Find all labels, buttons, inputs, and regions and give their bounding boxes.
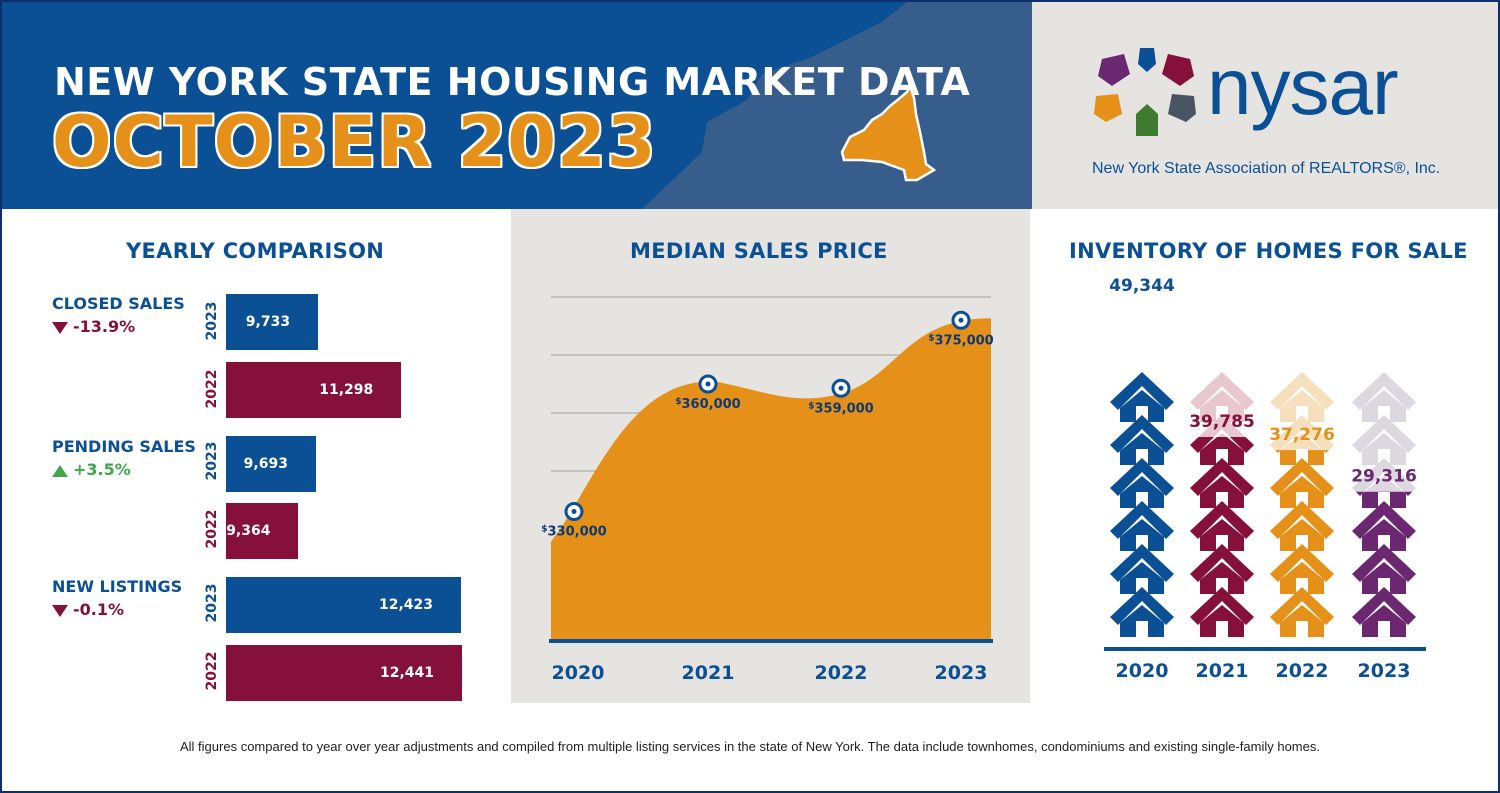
closed-sales-2023-bar: 9,733 (226, 294, 319, 350)
price-label: $330,000 (541, 525, 606, 540)
down-triangle-icon (52, 321, 68, 334)
inventory-value-label: 37,276 (1269, 425, 1335, 445)
x-tick-label: 2021 (1196, 660, 1249, 682)
x-tick-label: 2023 (935, 662, 988, 684)
x-tick-label: 2020 (552, 662, 605, 684)
median-price-area (551, 318, 991, 639)
house-icon (1190, 587, 1254, 637)
new-listings-label: NEW LISTINGS (52, 577, 183, 596)
x-tick-label: 2020 (1116, 660, 1169, 682)
nysar-logo: nysar New York State Association of REAL… (1032, 2, 1498, 209)
pending-sales-change: +3.5% (52, 460, 131, 479)
new-listings-2023-bar: 12,423 (226, 577, 462, 633)
house-icon (1270, 372, 1334, 422)
price-label: $359,000 (808, 401, 873, 416)
house-icon (1190, 436, 1254, 465)
closed-sales-change: -13.9% (52, 317, 135, 336)
median-price-chart: $330,000 $360,000 $359,000 $375,000 2020 2021… (541, 296, 994, 684)
inventory-value-label: 49,344 (1109, 276, 1175, 296)
price-point-center (958, 317, 964, 323)
new-listings-change: -0.1% (52, 600, 124, 619)
pending-sales-2022-bar: 9,364 (226, 503, 299, 559)
pending-sales-label: PENDING SALES (52, 437, 196, 456)
house-icon (1275, 450, 1329, 465)
year-label-2023: 2023 (204, 583, 220, 623)
nysar-full-name: New York State Association of REALTORS®,… (1092, 160, 1441, 177)
year-label-2023: 2023 (204, 301, 220, 341)
closed-sales-2022-bar: 11,298 (226, 362, 402, 418)
inventory-column (1190, 436, 1254, 637)
house-icon (1190, 501, 1254, 551)
house-icon (1110, 415, 1174, 465)
median-price-panel: $330,000 $360,000 $359,000 $375,000 2020 2021… (511, 209, 1030, 703)
state-map-background (642, 2, 1032, 209)
house-icon (1110, 372, 1174, 422)
house-icon (1270, 458, 1334, 508)
closed-sales-label: CLOSED SALES (52, 294, 185, 313)
house-icon (1352, 415, 1416, 465)
inventory-title: INVENTORY OF HOMES FOR SALE (1069, 239, 1468, 263)
price-label: $375,000 (928, 333, 993, 348)
house-icon (1190, 544, 1254, 594)
house-icon (1352, 501, 1416, 551)
yearly-comparison-title: YEARLY COMPARISON (126, 239, 385, 263)
inventory-column (1270, 450, 1334, 637)
house-icon (1270, 501, 1334, 551)
x-tick-label: 2022 (1276, 660, 1329, 682)
inventory-value-label: 29,316 (1351, 467, 1417, 487)
down-triangle-icon (52, 604, 68, 617)
nysar-wordmark: nysar (1207, 42, 1399, 131)
house-icon (1110, 458, 1174, 508)
house-icon (1355, 491, 1413, 508)
x-tick-label: 2022 (815, 662, 868, 684)
price-point-center (705, 381, 711, 387)
page-title: NEW YORK STATE HOUSING MARKET DATA (54, 60, 971, 104)
footer-note: All figures compared to year over year a… (180, 739, 1320, 754)
house-icon (1110, 544, 1174, 594)
page-subtitle-month: OCTOBER 2023 (52, 101, 657, 183)
header-banner: NEW YORK STATE HOUSING MARKET DATA OCTOB… (2, 2, 1032, 209)
year-label-2022: 2022 (204, 369, 220, 409)
pending-sales-2023-bar: 9,693 (226, 436, 316, 492)
year-label-2022: 2022 (204, 509, 220, 549)
price-point-center (571, 509, 577, 514)
house-icon (1352, 587, 1416, 637)
house-icon (1270, 544, 1334, 594)
new-listings-2022-bar: 12,441 (226, 645, 462, 701)
house-icon (1190, 372, 1254, 422)
year-label-2023: 2023 (204, 441, 220, 481)
house-icon (1270, 587, 1334, 637)
year-label-2022: 2022 (204, 651, 220, 691)
price-label: $360,000 (675, 397, 740, 412)
inventory-chart: 49,344 39,785 37,276 29,316 2020 2021 2022 2023 (1104, 276, 1426, 682)
up-triangle-icon (52, 464, 68, 477)
house-icon (1352, 372, 1416, 422)
inventory-column (1352, 491, 1416, 637)
house-icon (1110, 501, 1174, 551)
house-icon (1190, 458, 1254, 508)
x-tick-label: 2021 (682, 662, 735, 684)
inventory-value-label: 39,785 (1189, 412, 1255, 432)
house-icon (1352, 544, 1416, 594)
nysar-logo-icon (1094, 48, 1196, 136)
house-icon (1110, 587, 1174, 637)
price-point-center (838, 385, 844, 391)
new-york-state-icon (840, 82, 937, 182)
x-tick-label: 2023 (1358, 660, 1411, 682)
median-price-title: MEDIAN SALES PRICE (630, 239, 888, 263)
